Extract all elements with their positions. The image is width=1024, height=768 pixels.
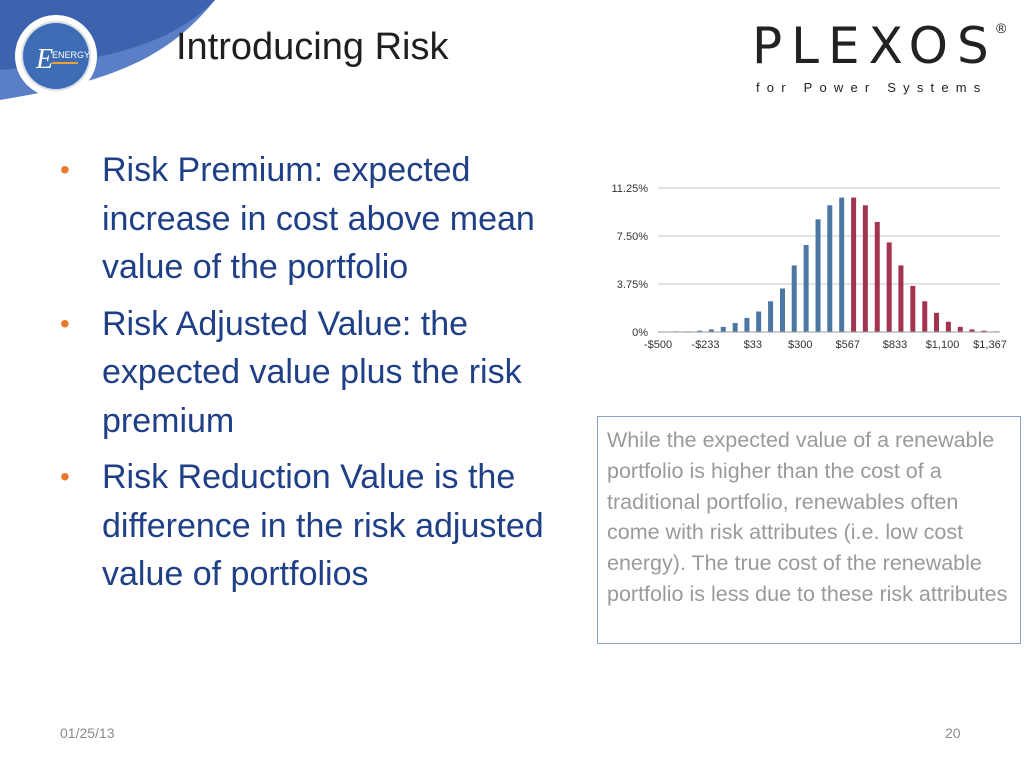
bullet-dot: • <box>60 307 70 339</box>
chart-bar <box>898 265 904 332</box>
bullet-text: Risk Premium: expected increase in cost … <box>102 151 535 286</box>
footer-date: 01/25/13 <box>60 725 115 741</box>
chart-bar <box>720 326 726 332</box>
chart-bar <box>697 330 703 332</box>
chart-bar <box>851 197 857 332</box>
x-tick-label: -$500 <box>644 339 672 351</box>
callout-text: While the expected value of a renewable … <box>607 428 1008 606</box>
bullet-item: • Risk Premium: expected increase in cost… <box>60 146 580 292</box>
chart-bar <box>768 301 774 332</box>
bullet-text: Risk Reduction Value is the difference i… <box>102 458 544 593</box>
bullet-dot: • <box>60 154 70 185</box>
x-tick-label: $833 <box>883 339 907 351</box>
chart-bar <box>945 321 951 332</box>
bullet-list: • Risk Premium: expected increase in cost… <box>60 146 580 607</box>
chart-bar <box>827 205 833 332</box>
chart-bar <box>874 221 880 332</box>
page-number: 20 <box>945 725 961 741</box>
logo-accent <box>52 62 78 64</box>
chart-bar <box>756 311 762 332</box>
chart-bar <box>839 197 845 332</box>
y-tick-label: 3.75% <box>617 279 648 291</box>
chart-bar <box>922 301 928 332</box>
y-tick-label: 11.25% <box>612 183 649 195</box>
logo-letter: E <box>35 44 53 75</box>
brand-subtitle: for Power Systems <box>756 80 988 95</box>
corner-decoration: E ENERGY <box>0 0 215 100</box>
chart-bar <box>791 265 797 332</box>
slide-title: Introducing Risk <box>176 26 449 68</box>
bullet-text: Risk Adjusted Value: the expected value … <box>102 304 522 440</box>
y-tick-label: 7.50% <box>617 231 648 243</box>
logo-globe-inner <box>23 23 89 89</box>
distribution-chart: 11.25% 7.50% 3.75% 0%-$500 -$233 $33 $300 $567 $… <box>612 183 1007 351</box>
chart-bar <box>815 219 821 332</box>
chart-bar <box>981 330 987 332</box>
chart-bar <box>779 288 785 332</box>
chart-bar <box>969 329 975 332</box>
chart-bar <box>708 329 714 332</box>
chart-bar <box>803 244 809 332</box>
chart-bar <box>744 317 750 332</box>
x-tick-label: $1,367 <box>973 339 1007 351</box>
bullet-item: • Risk Reduction Value is the difference … <box>60 453 580 599</box>
brand-name: PLEXOS <box>752 17 998 75</box>
chart-bar <box>862 205 868 332</box>
plexos-logo: PLEXOS ® for Power Systems <box>752 17 1006 100</box>
chart-bar <box>910 285 916 332</box>
callout-box: While the expected value of a renewable … <box>597 416 1021 644</box>
x-tick-label: $567 <box>835 339 859 351</box>
x-tick-label: $33 <box>744 339 762 351</box>
logo-text: ENERGY <box>52 50 90 60</box>
bullet-dot: • <box>60 461 70 492</box>
x-tick-label: $300 <box>788 339 812 351</box>
bullet-item: • Risk Adjusted Value: the expected value… <box>60 300 580 446</box>
x-tick-label: $1,100 <box>926 339 960 351</box>
chart-bar <box>732 323 738 332</box>
registered-mark: ® <box>996 20 1007 36</box>
x-tick-label: -$233 <box>691 339 719 351</box>
chart-bar <box>886 242 892 332</box>
chart-bar <box>933 312 939 332</box>
chart-bar <box>957 326 963 332</box>
y-tick-label: 0% <box>632 327 648 339</box>
